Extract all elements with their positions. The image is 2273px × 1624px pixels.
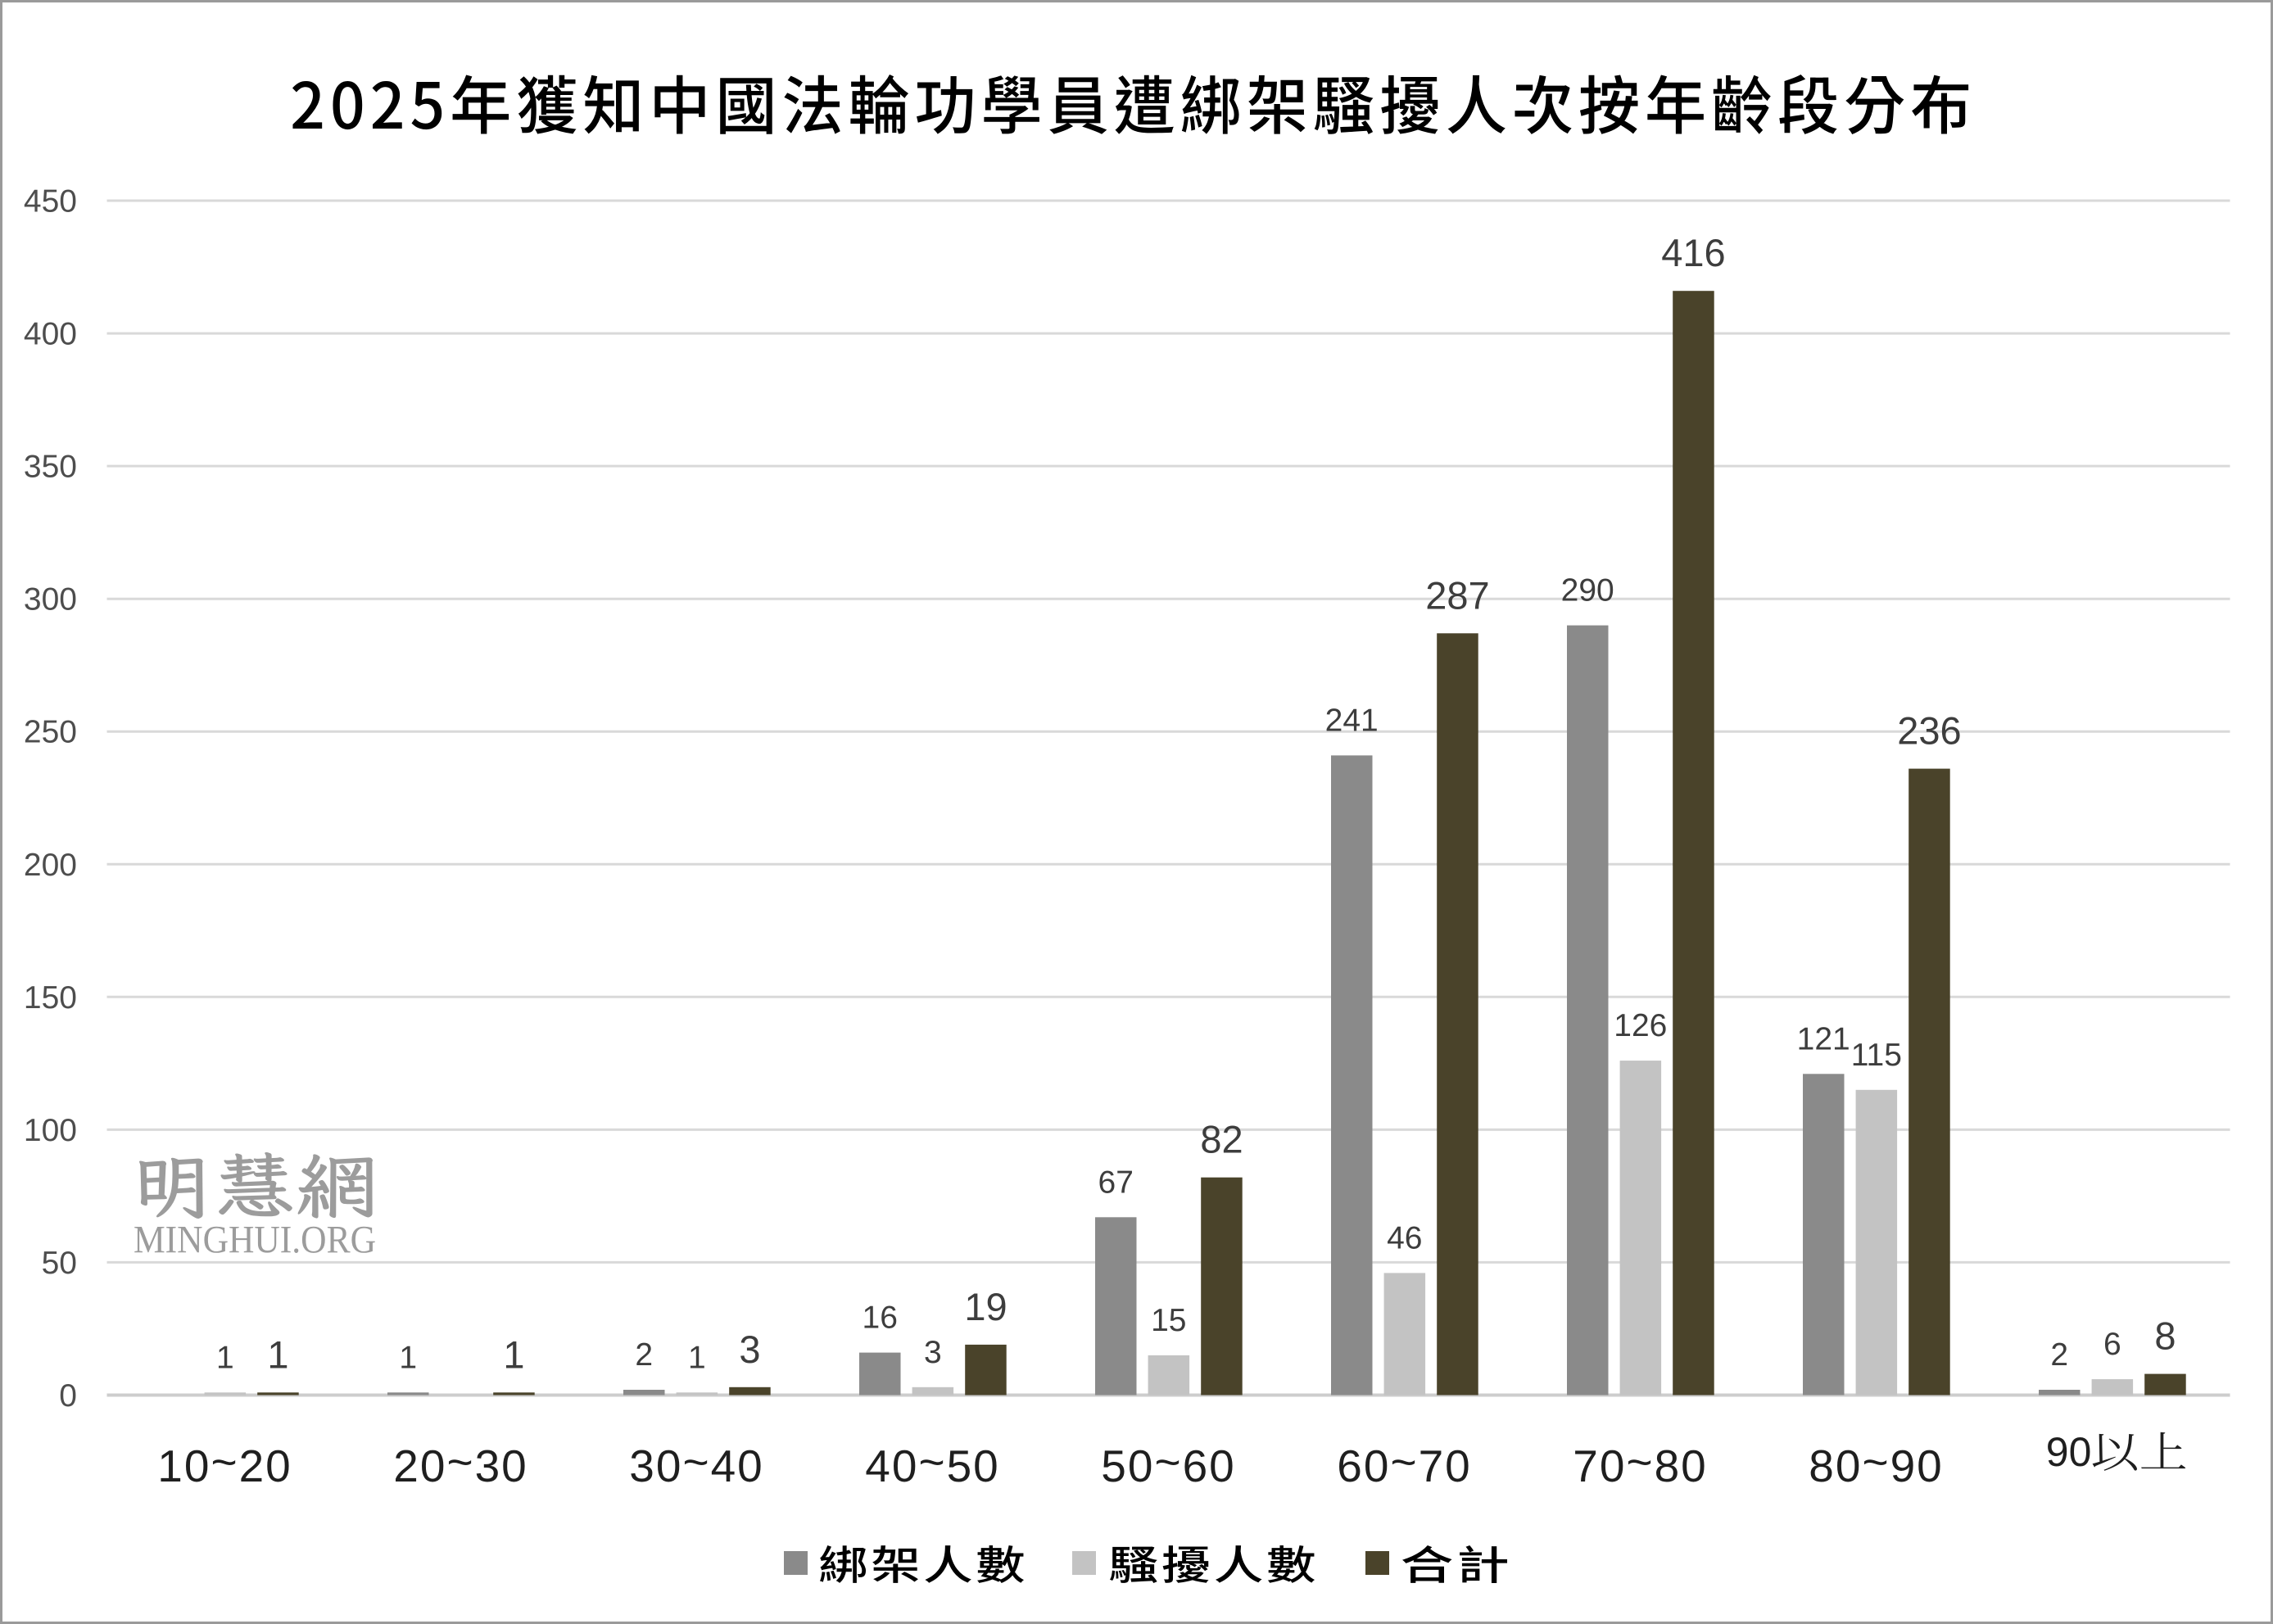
svg-text:30~40: 30~40 <box>629 1436 764 1491</box>
svg-text:236: 236 <box>1897 709 1961 753</box>
svg-text:15: 15 <box>1151 1303 1186 1338</box>
svg-text:19: 19 <box>964 1285 1007 1328</box>
svg-text:20~30: 20~30 <box>393 1436 528 1491</box>
svg-text:10~20: 10~20 <box>157 1436 292 1491</box>
svg-text:70~80: 70~80 <box>1573 1436 1708 1491</box>
svg-text:350: 350 <box>24 450 77 485</box>
svg-text:150: 150 <box>24 980 77 1016</box>
svg-text:1: 1 <box>688 1340 706 1375</box>
svg-text:1: 1 <box>503 1332 524 1376</box>
svg-text:16: 16 <box>863 1301 898 1336</box>
svg-text:0: 0 <box>59 1378 77 1414</box>
svg-text:80~90: 80~90 <box>1809 1436 1944 1491</box>
svg-text:67: 67 <box>1098 1165 1134 1200</box>
svg-text:1: 1 <box>399 1340 417 1375</box>
svg-text:3: 3 <box>739 1328 760 1371</box>
svg-text:241: 241 <box>1325 703 1379 738</box>
svg-text:200: 200 <box>24 848 77 883</box>
svg-text:6: 6 <box>2103 1327 2121 1362</box>
svg-text:90: 90 <box>2046 1429 2092 1475</box>
svg-text:287: 287 <box>1425 573 1489 617</box>
svg-text:2: 2 <box>2050 1337 2068 1373</box>
svg-text:416: 416 <box>1661 231 1725 274</box>
svg-text:300: 300 <box>24 582 77 617</box>
svg-text:50~60: 50~60 <box>1101 1436 1236 1491</box>
svg-text:400: 400 <box>24 317 77 352</box>
svg-text:115: 115 <box>1851 1038 1902 1073</box>
svg-text:126: 126 <box>1614 1008 1667 1043</box>
svg-text:3: 3 <box>924 1335 942 1370</box>
svg-text:MINGHUI.ORG: MINGHUI.ORG <box>134 1218 376 1261</box>
svg-text:2: 2 <box>635 1337 653 1373</box>
svg-text:46: 46 <box>1387 1220 1422 1255</box>
svg-text:40~50: 40~50 <box>865 1436 1000 1491</box>
svg-text:121: 121 <box>1797 1021 1850 1056</box>
svg-text:250: 250 <box>24 715 77 750</box>
svg-text:60~70: 60~70 <box>1337 1436 1472 1491</box>
svg-text:82: 82 <box>1200 1118 1243 1161</box>
svg-text:8: 8 <box>2154 1314 2176 1358</box>
svg-text:1: 1 <box>267 1332 288 1376</box>
svg-text:290: 290 <box>1561 573 1614 608</box>
svg-text:450: 450 <box>24 184 77 219</box>
svg-text:100: 100 <box>24 1113 77 1148</box>
svg-text:1: 1 <box>216 1340 234 1375</box>
svg-text:50: 50 <box>42 1246 77 1281</box>
